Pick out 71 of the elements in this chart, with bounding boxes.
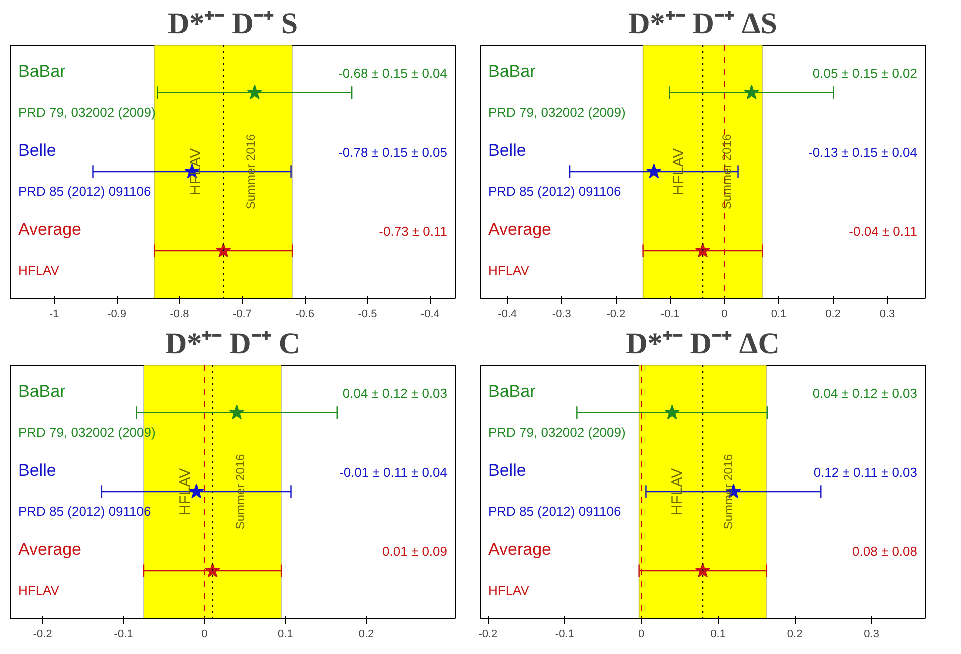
annotation: Belle [18,461,56,480]
annotation: Summer 2016 [233,454,248,530]
annotation: Average [18,540,82,560]
x-tick-label: -0.2 [478,628,498,640]
annotation: -0.68 ± 0.15 ± 0.04 [338,66,448,82]
annotation: 0.05 ± 0.15 ± 0.02 [812,66,918,82]
annotation: Average [488,540,552,560]
annotation: PRD 85 (2012) 091106 [18,184,152,199]
x-tick-label: 0.3 [864,628,880,640]
annotation: 0.04 ± 0.12 ± 0.03 [342,386,448,402]
x-tick-label: -0.4 [420,308,440,320]
x-tick-label: 0 [202,628,208,640]
annotation: HFLAV [18,582,60,598]
annotation: PRD 79, 032002 (2009) [488,104,626,120]
annotation: 0.04 ± 0.12 ± 0.03 [812,386,918,402]
chart-title: D*⁺⁻ D⁻⁺ C [166,328,300,360]
annotation: BaBar [488,62,536,82]
x-tick-label: -0.5 [358,308,378,320]
annotation: HFLAV [176,468,194,516]
x-tick-label: -0.6 [296,308,315,320]
x-tick-label: -0.4 [498,308,518,320]
x-tick-label: -0.1 [555,628,574,640]
annotation: HFLAV [488,582,530,598]
annotation: -0.78 ± 0.15 ± 0.05 [338,145,448,160]
annotation: -0.04 ± 0.11 [849,224,918,240]
x-tick-label: -0.9 [108,308,127,320]
annotation: Summer 2016 [244,134,258,210]
x-tick-label: 0.2 [787,628,803,640]
x-tick-label: -1 [49,308,60,320]
x-tick-label: -0.1 [660,308,680,320]
annotation: Belle [18,141,56,160]
annotation: -0.73 ± 0.11 [379,224,448,240]
annotation: Belle [488,141,526,160]
chart-title: D*⁺⁻ D⁻⁺ ΔS [628,8,778,40]
annotation: 0.12 ± 0.11 ± 0.03 [814,465,918,480]
x-tick-label: 0.1 [710,628,726,640]
annotation: BaBar [488,382,536,402]
annotation: Summer 2016 [721,454,736,530]
x-tick-label: 0.2 [358,628,374,640]
annotation: 0.01 ± 0.09 [382,544,448,560]
annotation: HFLAV [670,148,688,196]
annotation: Average [488,220,552,240]
x-tick-label: -0.2 [606,308,626,320]
annotation: Summer 2016 [720,134,734,210]
x-tick-label: 0 [722,308,728,320]
x-tick-label: -0.8 [170,308,190,320]
annotation: BaBar [18,382,66,402]
annotation: PRD 85 (2012) 091106 [488,504,622,519]
chart-title: D*⁺⁻ D⁻⁺ ΔC [626,328,780,360]
annotation: PRD 79, 032002 (2009) [488,424,626,440]
chart-title: D*⁺⁻ D⁻⁺ S [168,8,298,40]
annotation: -0.13 ± 0.15 ± 0.04 [808,145,918,160]
annotation: HFLAV [669,468,686,516]
annotation: HFLAV [188,148,205,196]
annotation: HFLAV [488,262,530,278]
x-tick-label: 0 [638,628,645,640]
annotation: Average [18,220,82,240]
x-tick-label: 0.1 [278,628,294,640]
x-tick-label: 0.1 [771,308,787,320]
x-tick-label: 0.3 [880,308,896,320]
x-tick-label: -0.3 [552,308,572,320]
annotation: -0.01 ± 0.11 ± 0.04 [340,465,448,480]
annotation: HFLAV [18,262,60,278]
annotation: Belle [488,461,526,480]
annotation: 0.08 ± 0.08 [852,544,918,560]
annotation: PRD 85 (2012) 091106 [488,184,622,199]
x-tick-label: 0.2 [826,308,841,320]
x-tick-label: -0.2 [33,628,52,640]
x-tick-label: -0.1 [114,628,134,640]
x-tick-label: -0.7 [232,308,252,320]
annotation: BaBar [18,62,66,82]
